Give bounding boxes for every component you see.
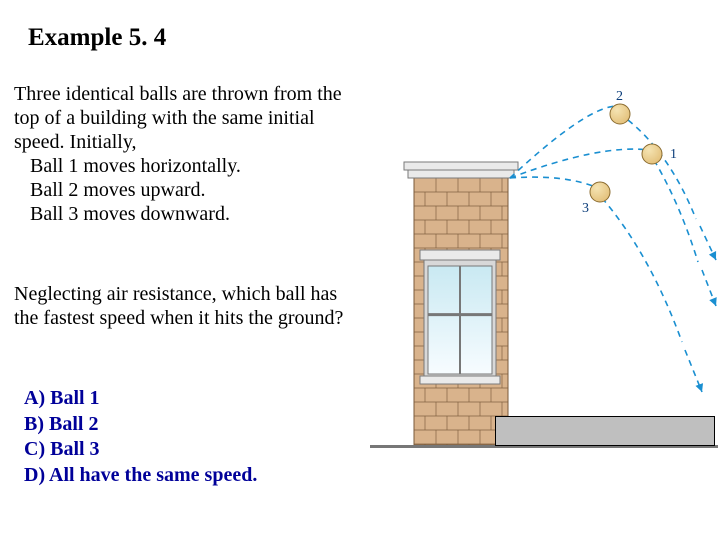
option-a: A) Ball 1 — [24, 386, 257, 412]
problem-setup: Three identical balls are thrown from th… — [14, 82, 354, 226]
ball3-desc: Ball 3 moves downward. — [30, 203, 230, 225]
svg-text:1: 1 — [670, 147, 677, 162]
option-c: C) Ball 3 — [24, 437, 257, 463]
option-d: D) All have the same speed. — [24, 463, 257, 489]
answer-cover-bar — [495, 416, 715, 446]
svg-text:2: 2 — [616, 89, 623, 104]
ball1-desc: Ball 1 moves horizontally. — [30, 155, 241, 177]
option-b: B) Ball 2 — [24, 412, 257, 438]
ball2-desc: Ball 2 moves upward. — [30, 179, 206, 201]
svg-text:3: 3 — [582, 201, 589, 216]
physics-diagram: 2 1 3 — [370, 84, 718, 448]
example-title: Example 5. 4 — [28, 24, 166, 52]
question-text: Neglecting air resistance, which ball ha… — [14, 282, 354, 330]
answer-options: A) Ball 1 B) Ball 2 C) Ball 3 D) All hav… — [24, 386, 257, 488]
setup-intro: Three identical balls are thrown from th… — [14, 83, 342, 153]
